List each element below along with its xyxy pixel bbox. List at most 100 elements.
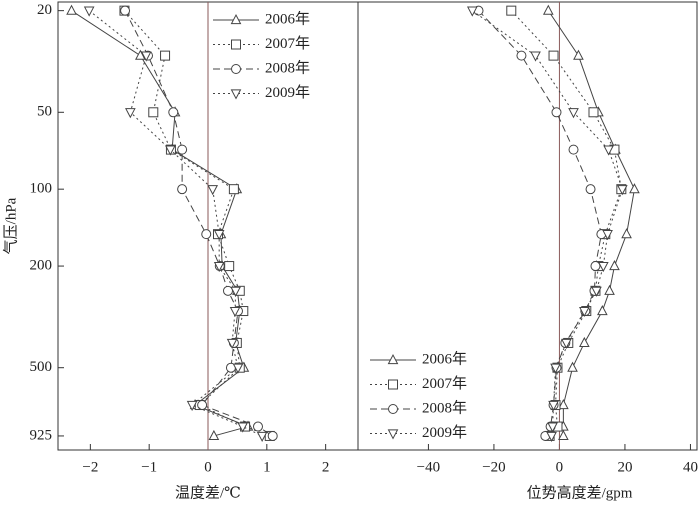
legend-label: 2006年 — [265, 10, 310, 27]
marker — [466, 6, 478, 17]
marker — [506, 5, 517, 16]
marker — [616, 185, 628, 196]
marker — [578, 306, 590, 318]
series-line — [478, 10, 602, 437]
marker — [165, 145, 176, 156]
x-axis-label: 位势高度差/gpm — [527, 484, 633, 501]
series-line — [547, 10, 635, 436]
marker — [213, 261, 225, 273]
marker — [66, 4, 77, 15]
y-tick-label: 50 — [37, 104, 52, 120]
legend-label: 2009年 — [265, 84, 310, 101]
marker — [213, 230, 225, 241]
marker — [230, 89, 242, 100]
marker — [388, 404, 398, 414]
y-axis-label: 气压/hPa — [2, 197, 19, 254]
marker — [516, 50, 527, 61]
marker — [197, 400, 208, 411]
y-tick-label: 20 — [37, 2, 52, 18]
x-tick-label: 0 — [204, 459, 212, 475]
marker — [256, 431, 268, 442]
marker — [546, 431, 557, 442]
marker — [208, 429, 220, 441]
y-tick-label: 500 — [30, 359, 53, 375]
marker — [573, 49, 584, 60]
marker — [568, 144, 579, 155]
x-tick-label: 20 — [617, 459, 632, 475]
marker — [560, 338, 572, 349]
legend-label: 2006年 — [422, 350, 467, 367]
series-line — [88, 10, 263, 437]
marker — [232, 363, 244, 374]
marker — [140, 51, 152, 62]
marker — [388, 379, 398, 390]
marker — [530, 51, 541, 62]
marker — [231, 64, 241, 74]
y-tick-label: 200 — [30, 257, 53, 273]
marker — [177, 184, 188, 195]
legend-label: 2008年 — [422, 399, 467, 416]
marker — [602, 230, 613, 241]
marker — [207, 185, 219, 196]
marker — [547, 422, 558, 433]
marker — [597, 261, 609, 273]
marker — [591, 286, 602, 297]
marker — [125, 108, 136, 119]
marker — [148, 107, 159, 118]
marker — [253, 421, 263, 432]
x-tick-label: −1 — [141, 459, 157, 475]
x-tick-label: −2 — [82, 459, 98, 475]
marker — [542, 4, 554, 15]
legend-label: 2007年 — [422, 375, 467, 392]
legend-label: 2007年 — [265, 35, 310, 52]
marker — [160, 50, 171, 61]
marker — [228, 184, 239, 195]
marker — [201, 229, 212, 240]
marker — [177, 144, 188, 155]
marker — [224, 261, 235, 272]
y-tick-label: 925 — [30, 427, 53, 443]
series-line — [71, 10, 250, 437]
marker — [621, 228, 632, 239]
legend-label: 2008年 — [265, 59, 310, 76]
marker — [590, 261, 601, 272]
marker — [604, 284, 615, 295]
marker — [120, 5, 131, 16]
marker — [83, 6, 95, 17]
marker — [629, 183, 640, 194]
marker — [558, 399, 569, 410]
x-tick-label: 2 — [322, 459, 330, 475]
marker — [267, 430, 278, 441]
marker — [603, 145, 614, 156]
marker — [548, 50, 559, 61]
marker — [226, 338, 238, 349]
marker — [597, 305, 608, 316]
series-line — [510, 10, 622, 437]
marker — [550, 363, 561, 374]
marker — [229, 306, 241, 318]
marker — [548, 400, 559, 412]
x-tick-label: −20 — [482, 459, 505, 475]
marker — [231, 39, 241, 50]
y-tick-label: 100 — [30, 181, 53, 197]
marker — [567, 361, 578, 372]
series-line — [124, 10, 270, 437]
marker — [237, 422, 249, 433]
x-tick-label: 1 — [263, 459, 271, 475]
marker — [558, 429, 569, 441]
marker — [230, 286, 241, 297]
marker — [588, 107, 599, 118]
marker — [387, 429, 399, 440]
marker — [568, 108, 579, 119]
marker — [387, 353, 399, 365]
marker — [585, 184, 596, 195]
series-line — [124, 10, 273, 437]
marker — [186, 400, 198, 412]
marker — [168, 107, 179, 118]
legend-label: 2009年 — [422, 424, 467, 441]
plot-frame — [57, 1, 698, 451]
marker — [551, 107, 562, 118]
x-tick-label: 0 — [556, 459, 564, 475]
marker — [230, 13, 242, 25]
